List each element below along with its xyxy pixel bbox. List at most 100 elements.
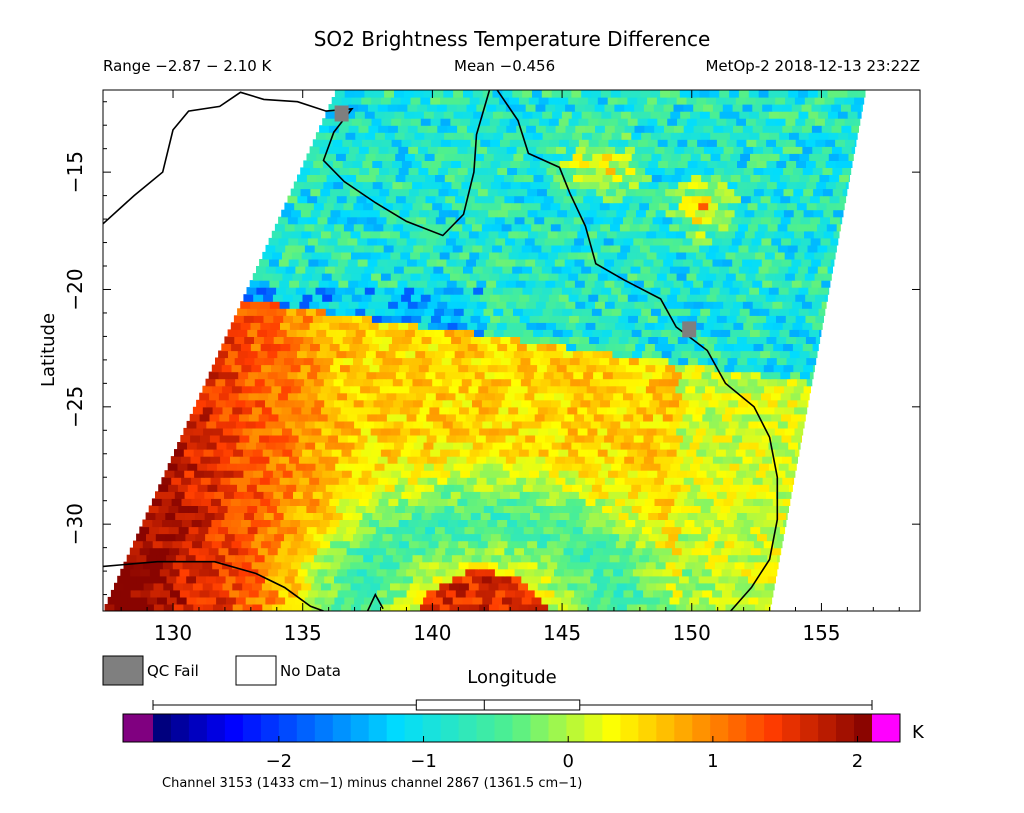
swath-cell [768, 442, 779, 450]
swath-cell [321, 604, 332, 611]
swath-cell [777, 554, 780, 563]
y-tick-label: −20 [63, 268, 87, 310]
swath-cell [412, 378, 423, 387]
swath-cell [350, 406, 362, 415]
swath-cell [415, 174, 426, 183]
swath-cell [506, 322, 518, 330]
swath-cell [309, 146, 321, 154]
swath-cell [279, 280, 290, 288]
swath-cell [571, 244, 582, 253]
swath-cell [415, 371, 427, 380]
swath-cell [324, 575, 335, 584]
swath-cell [703, 280, 714, 288]
swath-cell [435, 392, 447, 401]
swath-cell [816, 181, 827, 190]
swath-cell [553, 174, 564, 183]
swath-cell [701, 216, 713, 225]
swath-cell [776, 139, 787, 147]
swath-cell [372, 160, 383, 168]
swath-cell [576, 209, 588, 218]
swath-cell [621, 329, 633, 337]
swath-cell [554, 568, 565, 577]
swath-cell [567, 582, 578, 591]
swath-cell [515, 435, 526, 443]
swath-cell [340, 188, 351, 197]
swath-cell [476, 104, 487, 112]
swath-cell [153, 582, 164, 591]
swath-cell [511, 244, 523, 253]
swath-cell [636, 209, 647, 218]
range-text: Range −2.87 − 2.10 K [103, 57, 273, 75]
swath-cell [536, 167, 548, 175]
swath-cell [533, 505, 544, 513]
swath-cell [748, 223, 759, 232]
swath-cell [403, 420, 414, 429]
swath-cell [425, 392, 437, 401]
swath-cell [366, 216, 378, 225]
swath-cell [343, 575, 355, 584]
swath-cell [306, 526, 318, 535]
swath-cell [718, 399, 729, 408]
swath-cell [763, 540, 775, 549]
swath-cell [403, 399, 414, 408]
swath-cell [455, 392, 466, 401]
swath-cell [619, 378, 630, 387]
swath-cell [649, 420, 661, 429]
swath-cell [372, 181, 384, 190]
mean-text: Mean −0.456 [454, 57, 555, 75]
swath-cell [720, 350, 732, 359]
swath-cell [442, 596, 454, 605]
swath-cell [809, 371, 814, 380]
swath-cell [378, 125, 389, 133]
swath-cell [746, 512, 758, 520]
swath-cell [286, 308, 297, 316]
swath-cell [260, 498, 271, 506]
swath-cell [311, 230, 322, 239]
swath-cell [567, 209, 578, 218]
swath-cell [682, 259, 694, 267]
swath-cell [774, 561, 779, 570]
swath-cell [715, 604, 727, 611]
swath-cell [776, 315, 787, 323]
swath-cell [137, 596, 148, 605]
swath-cell [396, 568, 407, 577]
swath-cell [650, 266, 661, 274]
swath-cell [466, 259, 477, 267]
swath-cell [534, 589, 546, 598]
swath-cell [710, 526, 722, 535]
swath-cell [280, 498, 291, 506]
swath-cell [233, 315, 245, 323]
swath-cell [213, 427, 224, 436]
swath-cell [454, 329, 465, 337]
swath-cell [371, 491, 383, 499]
swath-cell [524, 413, 536, 422]
swath-cell [725, 230, 736, 239]
swath-cell [776, 336, 787, 344]
swath-cell [742, 125, 754, 133]
swath-cell [419, 209, 430, 218]
swath-cell [702, 435, 714, 443]
swath-cell [798, 442, 801, 450]
swath-cell [221, 343, 232, 352]
swath-cell [134, 604, 145, 611]
swath-cell [240, 301, 251, 309]
swath-cell [455, 195, 466, 204]
swath-cell [123, 561, 134, 570]
swath-cell [614, 456, 625, 464]
swath-cell [366, 526, 377, 535]
swath-cell [579, 181, 591, 190]
swath-cell [382, 554, 394, 563]
swath-cell [573, 195, 584, 204]
swath-cell [195, 533, 206, 542]
swath-cell [352, 336, 364, 344]
swath-cell [215, 399, 227, 408]
swath-cell [783, 343, 794, 352]
swath-cell [295, 420, 306, 429]
swath-cell [395, 153, 406, 161]
swath-cell [293, 533, 305, 542]
swath-cell [544, 392, 555, 401]
swath-cell [735, 97, 747, 105]
swath-cell [117, 575, 128, 584]
swath-cell [633, 589, 644, 598]
